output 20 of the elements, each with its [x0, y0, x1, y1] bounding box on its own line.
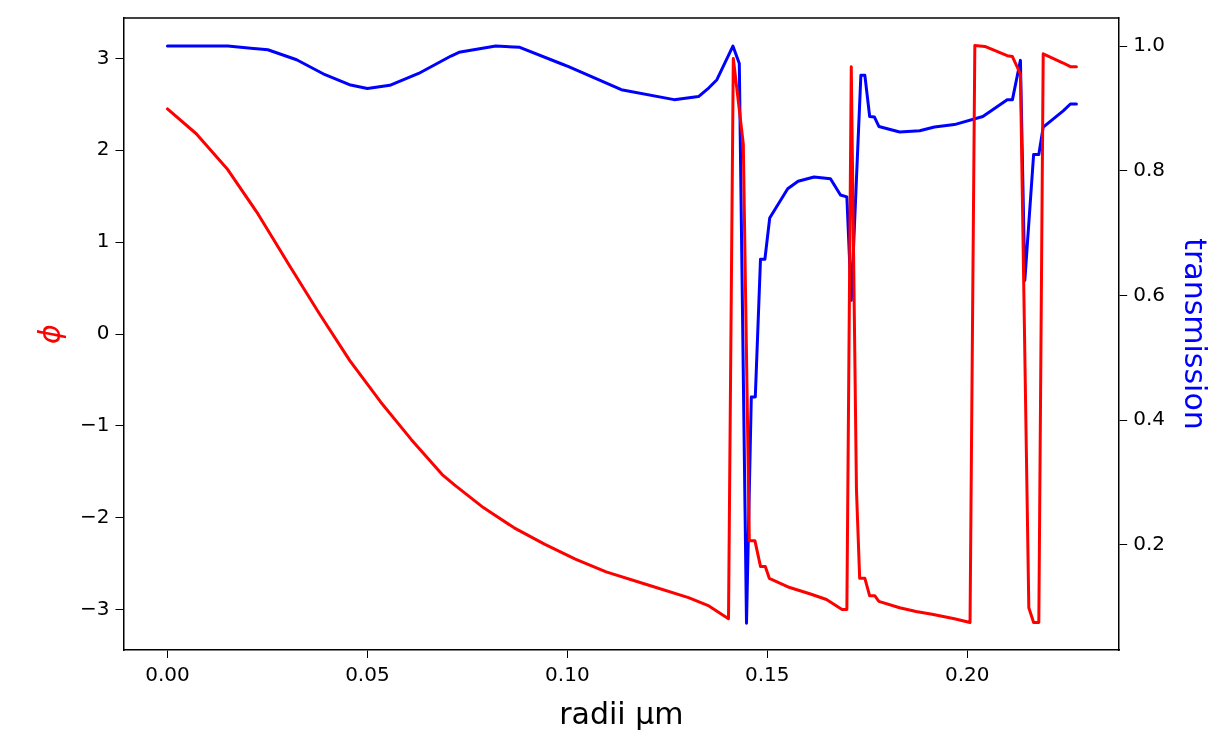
y-tick-label: 0: [96, 320, 110, 345]
y-tick-label: −3: [80, 595, 110, 620]
x-tick-label: 0.10: [545, 662, 590, 687]
y2-tick-label: 1.0: [1133, 32, 1166, 57]
y-axis-title: ϕ: [31, 324, 67, 344]
y-tick-label: 3: [96, 44, 110, 69]
x-axis-title: radii μm: [559, 695, 684, 731]
y-tick-label: 1: [96, 228, 110, 253]
y2-tick-label: 0.2: [1133, 530, 1166, 555]
x-tick-label: 0.00: [145, 662, 190, 687]
x-tick-label: 0.15: [745, 662, 790, 687]
y-tick-label: −2: [80, 503, 110, 528]
y2-tick-label: 0.8: [1133, 156, 1166, 181]
y2-tick-label: 0.6: [1133, 281, 1166, 306]
y2-axis-title: transmission: [1178, 238, 1214, 430]
x-tick-label: 0.05: [345, 662, 390, 687]
y2-tick-label: 0.4: [1133, 406, 1166, 431]
x-tick-label: 0.20: [944, 662, 990, 687]
y-tick-label: −1: [80, 412, 110, 437]
y-tick-label: 2: [96, 136, 110, 161]
